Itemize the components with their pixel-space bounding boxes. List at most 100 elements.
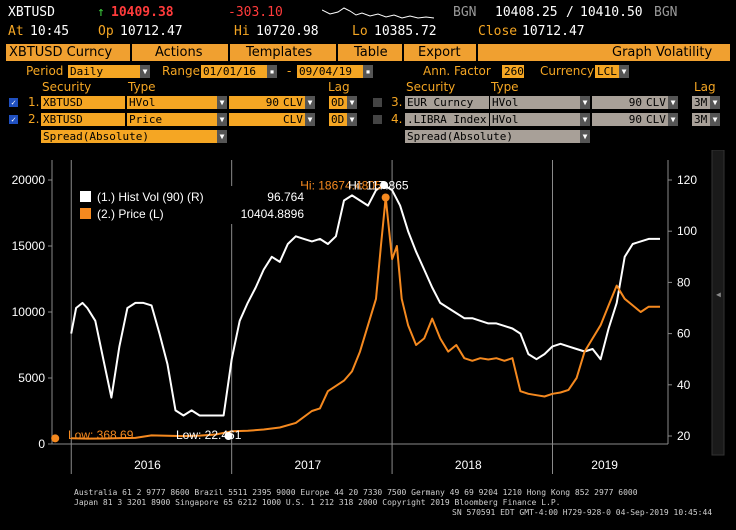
- ticker: XBTUSD: [8, 5, 55, 20]
- type-header-right: Type: [491, 80, 519, 94]
- quote-line-1: XBTUSD ↑ 10409.38 -303.10 BGN 10408.25 /…: [0, 5, 736, 22]
- footer-phones: Australia 61 2 9777 8600 Brazil 5511 239…: [74, 488, 638, 497]
- legend-value: 10404.8896: [241, 207, 305, 221]
- quote-line-2: At 10:45 Op 10712.47 Hi 10720.98 Lo 1038…: [0, 24, 736, 41]
- footer: Australia 61 2 9777 8600 Brazil 5511 239…: [0, 486, 736, 530]
- menu-separator: [228, 44, 230, 61]
- type-select[interactable]: HVol: [490, 113, 580, 126]
- chevron-down-icon[interactable]: ▼: [305, 96, 315, 109]
- period-input[interactable]: 90: [229, 96, 281, 109]
- legend-value: 96.764: [267, 190, 304, 204]
- type-select[interactable]: HVol: [127, 96, 217, 109]
- legend-box: [74, 186, 306, 224]
- table-button[interactable]: Table: [354, 45, 388, 60]
- start-date-input[interactable]: 01/01/16: [201, 65, 267, 78]
- price-low-label: Low: 368.69: [68, 428, 134, 442]
- lag-header-left: Lag: [328, 80, 350, 94]
- calendar-icon[interactable]: ▪: [363, 65, 373, 78]
- export-button[interactable]: Export: [418, 45, 461, 60]
- series-2-checkbox[interactable]: ✓: [9, 115, 18, 124]
- legend-swatch: [80, 208, 91, 219]
- period-select[interactable]: Daily: [68, 65, 140, 78]
- chevron-down-icon[interactable]: ▼: [347, 96, 357, 109]
- chevron-down-icon[interactable]: ▼: [619, 65, 629, 78]
- legend: (1.) Hist Vol (90) (R) 96.764 (2.) Price (…: [74, 186, 306, 224]
- chevron-down-icon[interactable]: ▼: [217, 130, 227, 143]
- ask-source: BGN: [654, 5, 678, 20]
- x-tick-label: 2016: [134, 458, 161, 472]
- range-dash: -: [287, 64, 292, 78]
- ann-factor-label: Ann. Factor: [423, 64, 491, 78]
- axes: ◀ 2016 2017 2018 2019 0 5000 10000 15000 20000 20 4…: [12, 150, 725, 474]
- chevron-down-icon[interactable]: ▼: [140, 65, 150, 78]
- left-tick-label: 0: [38, 437, 45, 451]
- chevron-down-icon[interactable]: ▼: [580, 130, 590, 143]
- volatility-chart[interactable]: ◀ 2016 2017 2018 2019 0 5000 10000 15000 20000 20 4…: [0, 150, 736, 486]
- high-label: Hi: [234, 24, 250, 39]
- actions-menu[interactable]: Actions: [155, 45, 203, 60]
- x-tick-label: 2018: [455, 458, 482, 472]
- templates-menu[interactable]: Templates: [246, 45, 313, 60]
- vol-low-label: Low: 22.461: [176, 428, 242, 442]
- chevron-down-icon[interactable]: ▼: [710, 113, 720, 126]
- chevron-down-icon[interactable]: ▼: [710, 96, 720, 109]
- menu-separator: [336, 44, 338, 61]
- right-tick-label: 100: [677, 224, 697, 238]
- lag-select[interactable]: 3M: [692, 113, 710, 126]
- chevron-down-icon[interactable]: ▼: [347, 113, 357, 126]
- period-input[interactable]: 90: [592, 96, 644, 109]
- period-input[interactable]: 90: [592, 113, 644, 126]
- footer-copyright: Japan 81 3 3201 8900 Singapore 65 6212 1…: [74, 498, 561, 507]
- chevron-down-icon[interactable]: ▼: [668, 96, 678, 109]
- price-change: -303.10: [228, 5, 283, 20]
- calendar-icon[interactable]: ▪: [267, 65, 277, 78]
- vol-high-label: Hi: 117.865: [348, 179, 409, 193]
- chevron-down-icon[interactable]: ▼: [305, 113, 315, 126]
- type-select[interactable]: Price: [127, 113, 217, 126]
- security-menu[interactable]: XBTUSD Curncy: [9, 45, 113, 60]
- lag-select[interactable]: 0D: [329, 113, 347, 126]
- series-1-checkbox[interactable]: ✓: [9, 98, 18, 107]
- spread-select-left[interactable]: Spread(Absolute): [41, 130, 217, 143]
- period-input[interactable]: [229, 113, 281, 126]
- legend-label: (2.) Price (L): [97, 207, 164, 221]
- hist-vol-line: [70, 184, 660, 417]
- type-select[interactable]: HVol: [490, 96, 580, 109]
- clv-select[interactable]: CLV: [644, 96, 668, 109]
- series-number: 2.: [28, 112, 40, 126]
- chevron-down-icon[interactable]: ▼: [217, 96, 227, 109]
- security-input[interactable]: XBTUSD Curncy: [41, 96, 125, 109]
- price-high-marker: [381, 193, 390, 202]
- menu-separator: [130, 44, 132, 61]
- lag-select[interactable]: 0D: [329, 96, 347, 109]
- clv-select[interactable]: CLV: [644, 113, 668, 126]
- right-tick-label: 40: [677, 378, 691, 392]
- chevron-down-icon[interactable]: ▼: [580, 96, 590, 109]
- at-time: 10:45: [30, 24, 70, 39]
- left-tick-label: 15000: [12, 239, 46, 253]
- series-number: 3.: [391, 95, 403, 109]
- scroll-arrow-icon: ◀: [716, 290, 721, 299]
- spread-select-right[interactable]: Spread(Absolute): [405, 130, 580, 143]
- lag-select[interactable]: 3M: [692, 96, 710, 109]
- clv-select[interactable]: CLV: [281, 113, 305, 126]
- ann-factor-input[interactable]: 260: [502, 65, 524, 78]
- close-price: 10712.47: [522, 24, 585, 39]
- lag-header-right: Lag: [694, 80, 716, 94]
- clv-select[interactable]: CLV: [281, 96, 305, 109]
- end-date-input[interactable]: 09/04/19: [297, 65, 363, 78]
- vol-low-marker: [224, 432, 233, 440]
- chevron-down-icon[interactable]: ▼: [580, 113, 590, 126]
- chevron-down-icon[interactable]: ▼: [668, 113, 678, 126]
- security-input[interactable]: EUR Curncy: [405, 96, 489, 109]
- security-input[interactable]: .LIBRA Index: [405, 113, 489, 126]
- series-4-checkbox[interactable]: [373, 115, 382, 124]
- chevron-down-icon[interactable]: ▼: [217, 113, 227, 126]
- series-3-checkbox[interactable]: [373, 98, 382, 107]
- menu-separator: [402, 44, 404, 61]
- up-arrow-icon: ↑: [97, 5, 105, 20]
- currency-select[interactable]: LCL: [595, 65, 619, 78]
- right-tick-label: 60: [677, 327, 691, 341]
- security-input[interactable]: XBTUSD Curncy: [41, 113, 125, 126]
